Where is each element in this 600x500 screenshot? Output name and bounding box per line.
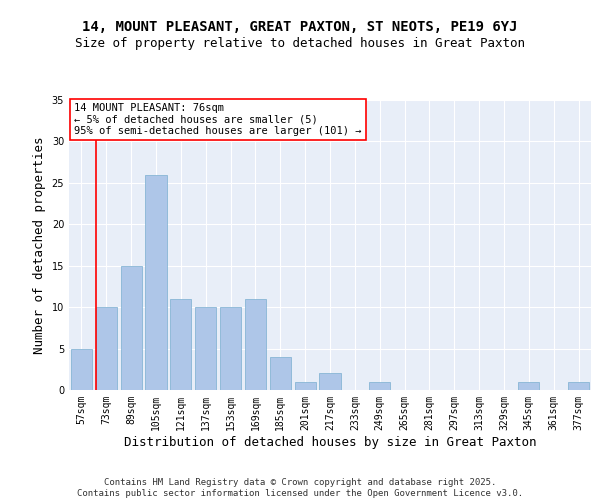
- Bar: [518, 382, 539, 390]
- Text: Contains HM Land Registry data © Crown copyright and database right 2025.
Contai: Contains HM Land Registry data © Crown c…: [77, 478, 523, 498]
- Bar: [220, 307, 241, 390]
- Bar: [96, 307, 117, 390]
- Text: Size of property relative to detached houses in Great Paxton: Size of property relative to detached ho…: [75, 38, 525, 51]
- Y-axis label: Number of detached properties: Number of detached properties: [33, 136, 46, 354]
- Text: 14 MOUNT PLEASANT: 76sqm
← 5% of detached houses are smaller (5)
95% of semi-det: 14 MOUNT PLEASANT: 76sqm ← 5% of detache…: [74, 103, 362, 136]
- Bar: [295, 382, 316, 390]
- Bar: [319, 374, 341, 390]
- Bar: [121, 266, 142, 390]
- X-axis label: Distribution of detached houses by size in Great Paxton: Distribution of detached houses by size …: [124, 436, 536, 448]
- Bar: [369, 382, 390, 390]
- Bar: [145, 174, 167, 390]
- Bar: [245, 299, 266, 390]
- Bar: [568, 382, 589, 390]
- Bar: [71, 348, 92, 390]
- Bar: [270, 357, 291, 390]
- Bar: [195, 307, 216, 390]
- Text: 14, MOUNT PLEASANT, GREAT PAXTON, ST NEOTS, PE19 6YJ: 14, MOUNT PLEASANT, GREAT PAXTON, ST NEO…: [82, 20, 518, 34]
- Bar: [170, 299, 191, 390]
